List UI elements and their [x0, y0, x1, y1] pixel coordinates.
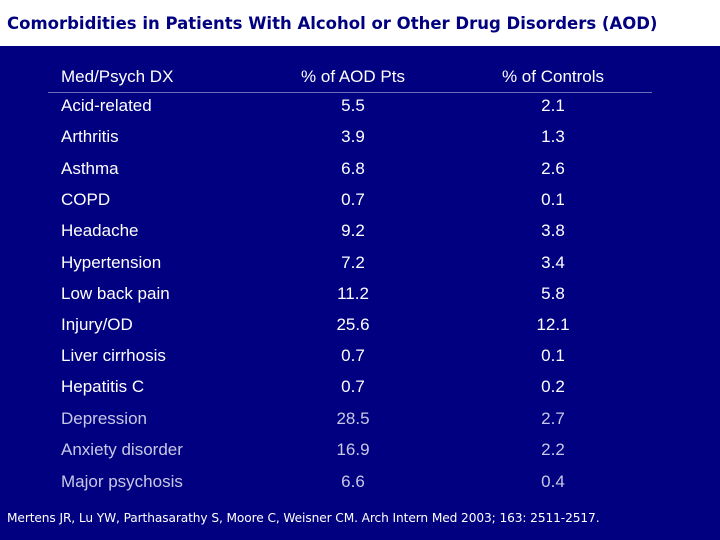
table-row: Major psychosis 6.6 0.4 — [0, 471, 720, 493]
row-dx: Liver cirrhosis — [61, 346, 166, 365]
citation: Mertens JR, Lu YW, Parthasarathy S, Moor… — [7, 511, 600, 525]
row-aod-value: 0.7 — [341, 190, 365, 209]
row-controls-value: 1.3 — [541, 127, 565, 146]
header-divider — [48, 92, 652, 93]
row-controls-value: 3.4 — [541, 253, 565, 272]
row-controls-value: 0.1 — [541, 346, 565, 365]
row-controls-value: 0.1 — [541, 190, 565, 209]
row-aod-value: 5.5 — [341, 96, 365, 115]
row-dx: Low back pain — [61, 284, 170, 303]
row-dx: Hepatitis C — [61, 377, 145, 396]
row-aod-value: 25.6 — [336, 315, 370, 334]
row-controls-value: 2.1 — [541, 96, 565, 115]
row-dx: Asthma — [61, 159, 119, 178]
row-controls-value: 5.8 — [541, 284, 565, 303]
row-aod-value: 7.2 — [341, 253, 365, 272]
table-row: Liver cirrhosis 0.7 0.1 — [0, 345, 720, 367]
header-controls-pct: % of Controls — [501, 67, 605, 86]
row-aod-value: 3.9 — [341, 127, 365, 146]
table-header-row: Med/Psych DX % of AOD Pts % of Controls — [0, 66, 720, 88]
row-controls-value: 2.2 — [541, 440, 565, 459]
header-dx: Med/Psych DX — [61, 67, 174, 86]
row-dx: Acid-related — [61, 96, 152, 115]
row-aod-value: 0.7 — [341, 346, 365, 365]
row-aod-value: 11.2 — [337, 284, 369, 303]
row-aod-value: 0.7 — [341, 377, 365, 396]
comorbidity-table: Med/Psych DX % of AOD Pts % of Controls … — [0, 66, 720, 493]
row-aod-value: 28.5 — [336, 409, 370, 428]
header-aod-pct: % of AOD Pts — [301, 67, 405, 86]
table-row: Injury/OD 25.6 12.1 — [0, 314, 720, 336]
row-controls-value: 0.2 — [541, 377, 565, 396]
row-aod-value: 16.9 — [336, 440, 370, 459]
row-dx: Headache — [61, 221, 139, 240]
table-row: Hypertension 7.2 3.4 — [0, 252, 720, 274]
table-row: Asthma 6.8 2.6 — [0, 158, 720, 180]
row-controls-value: 0.4 — [541, 472, 565, 491]
row-controls-value: 2.6 — [541, 159, 565, 178]
row-dx: Anxiety disorder — [61, 440, 183, 459]
row-dx: Depression — [61, 409, 147, 428]
title-bar: Comorbidities in Patients With Alcohol o… — [0, 0, 720, 46]
table-row: Headache 9.2 3.8 — [0, 220, 720, 242]
slide-title: Comorbidities in Patients With Alcohol o… — [7, 14, 658, 33]
table-row: Depression 28.5 2.7 — [0, 408, 720, 430]
row-dx: Injury/OD — [61, 315, 133, 334]
row-dx: Hypertension — [61, 253, 162, 272]
row-aod-value: 6.8 — [341, 159, 365, 178]
row-controls-value: 3.8 — [541, 221, 565, 240]
table-row: Anxiety disorder 16.9 2.2 — [0, 439, 720, 461]
row-aod-value: 9.2 — [341, 221, 365, 240]
table-row: Acid-related 5.5 2.1 — [0, 95, 720, 117]
row-aod-value: 6.6 — [341, 472, 365, 491]
table-row: COPD 0.7 0.1 — [0, 189, 720, 211]
row-dx: Major psychosis — [61, 472, 183, 491]
row-dx: Arthritis — [61, 127, 119, 146]
table-row: Arthritis 3.9 1.3 — [0, 126, 720, 148]
row-controls-value: 2.7 — [541, 409, 565, 428]
row-controls-value: 12.1 — [536, 315, 570, 334]
table-row: Low back pain 11.2 5.8 — [0, 283, 720, 305]
table-row: Hepatitis C 0.7 0.2 — [0, 376, 720, 398]
row-dx: COPD — [61, 190, 111, 209]
